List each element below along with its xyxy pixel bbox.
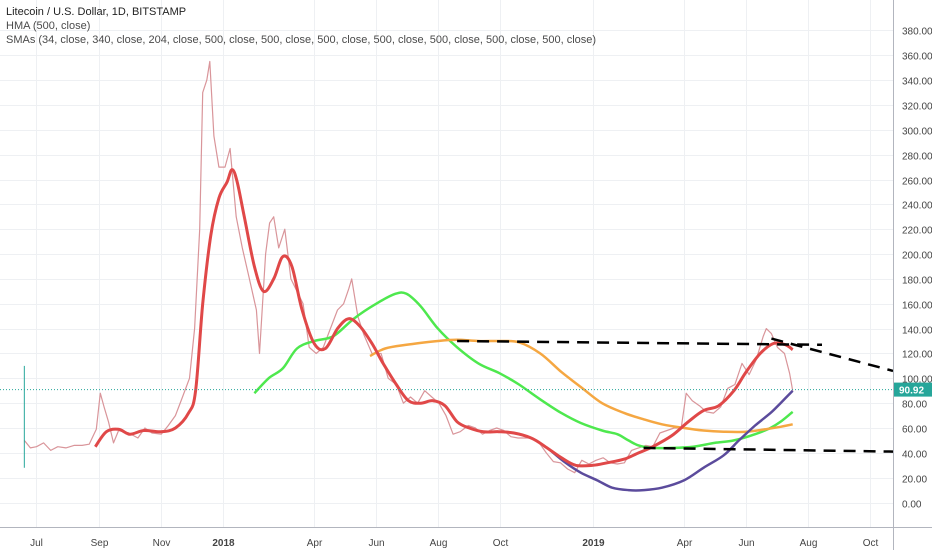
chart-legend: Litecoin / U.S. Dollar, 1D, BITSTAMP HMA… — [6, 5, 596, 47]
y-tick-label: 340.00 — [902, 77, 932, 88]
x-tick-label: Aug — [430, 538, 448, 549]
y-tick-label: 120.00 — [902, 350, 932, 361]
y-tick-label: 180.00 — [902, 276, 932, 287]
trendlines — [457, 337, 894, 453]
y-tick-label: 0.00 — [902, 500, 922, 511]
moving-averages — [94, 168, 794, 492]
hma-line — [94, 168, 794, 468]
trendline-1 — [457, 339, 823, 347]
price-series — [23, 60, 794, 474]
trendline-2 — [771, 337, 894, 373]
y-tick-label: 240.00 — [902, 201, 932, 212]
y-tick-label: 380.00 — [902, 27, 932, 38]
y-tick-label: 320.00 — [902, 102, 932, 113]
y-tick-label: 220.00 — [902, 226, 932, 237]
sma-purple-line — [549, 389, 794, 492]
y-tick-label: 80.00 — [902, 400, 927, 411]
chart-title: Litecoin / U.S. Dollar, 1D, BITSTAMP — [6, 6, 187, 18]
sma-orange-line — [369, 338, 793, 434]
y-tick-label: 300.00 — [902, 127, 932, 138]
x-tick-label: 2018 — [212, 538, 235, 549]
x-tick-label: Jun — [368, 538, 384, 549]
x-tick-label: Apr — [677, 538, 693, 549]
grid — [0, 0, 893, 527]
price-line — [23, 60, 794, 474]
y-tick-label: 40.00 — [902, 450, 927, 461]
x-tick-label: Aug — [800, 538, 818, 549]
last-price-badge — [894, 382, 932, 397]
y-tick-label: 100.00 — [902, 375, 932, 386]
y-tick-label: 60.00 — [902, 425, 927, 436]
y-tick-label: 160.00 — [902, 301, 932, 312]
y-tick-label: 20.00 — [902, 475, 927, 486]
trendline-3 — [643, 446, 894, 453]
x-tick-label: 2019 — [582, 538, 605, 549]
y-tick-label: 140.00 — [902, 326, 932, 337]
x-tick-label: Sep — [91, 538, 109, 549]
x-tick-label: Oct — [863, 538, 879, 549]
indicator-smas-label: SMAs (34, close, 340, close, 204, close,… — [6, 34, 597, 46]
x-tick-label: Oct — [493, 538, 509, 549]
y-tick-label: 200.00 — [902, 251, 932, 262]
x-tick-label: Jun — [738, 538, 754, 549]
y-tick-label: 280.00 — [902, 152, 932, 163]
x-tick-label: Jul — [30, 538, 43, 549]
x-tick-label: Apr — [307, 538, 323, 549]
last-price-label: 90.92 — [899, 386, 924, 397]
y-tick-label: 360.00 — [902, 52, 932, 63]
indicator-hma-label: HMA (500, close) — [6, 20, 91, 32]
y-tick-label: 260.00 — [902, 177, 932, 188]
x-tick-label: Nov — [153, 538, 171, 549]
